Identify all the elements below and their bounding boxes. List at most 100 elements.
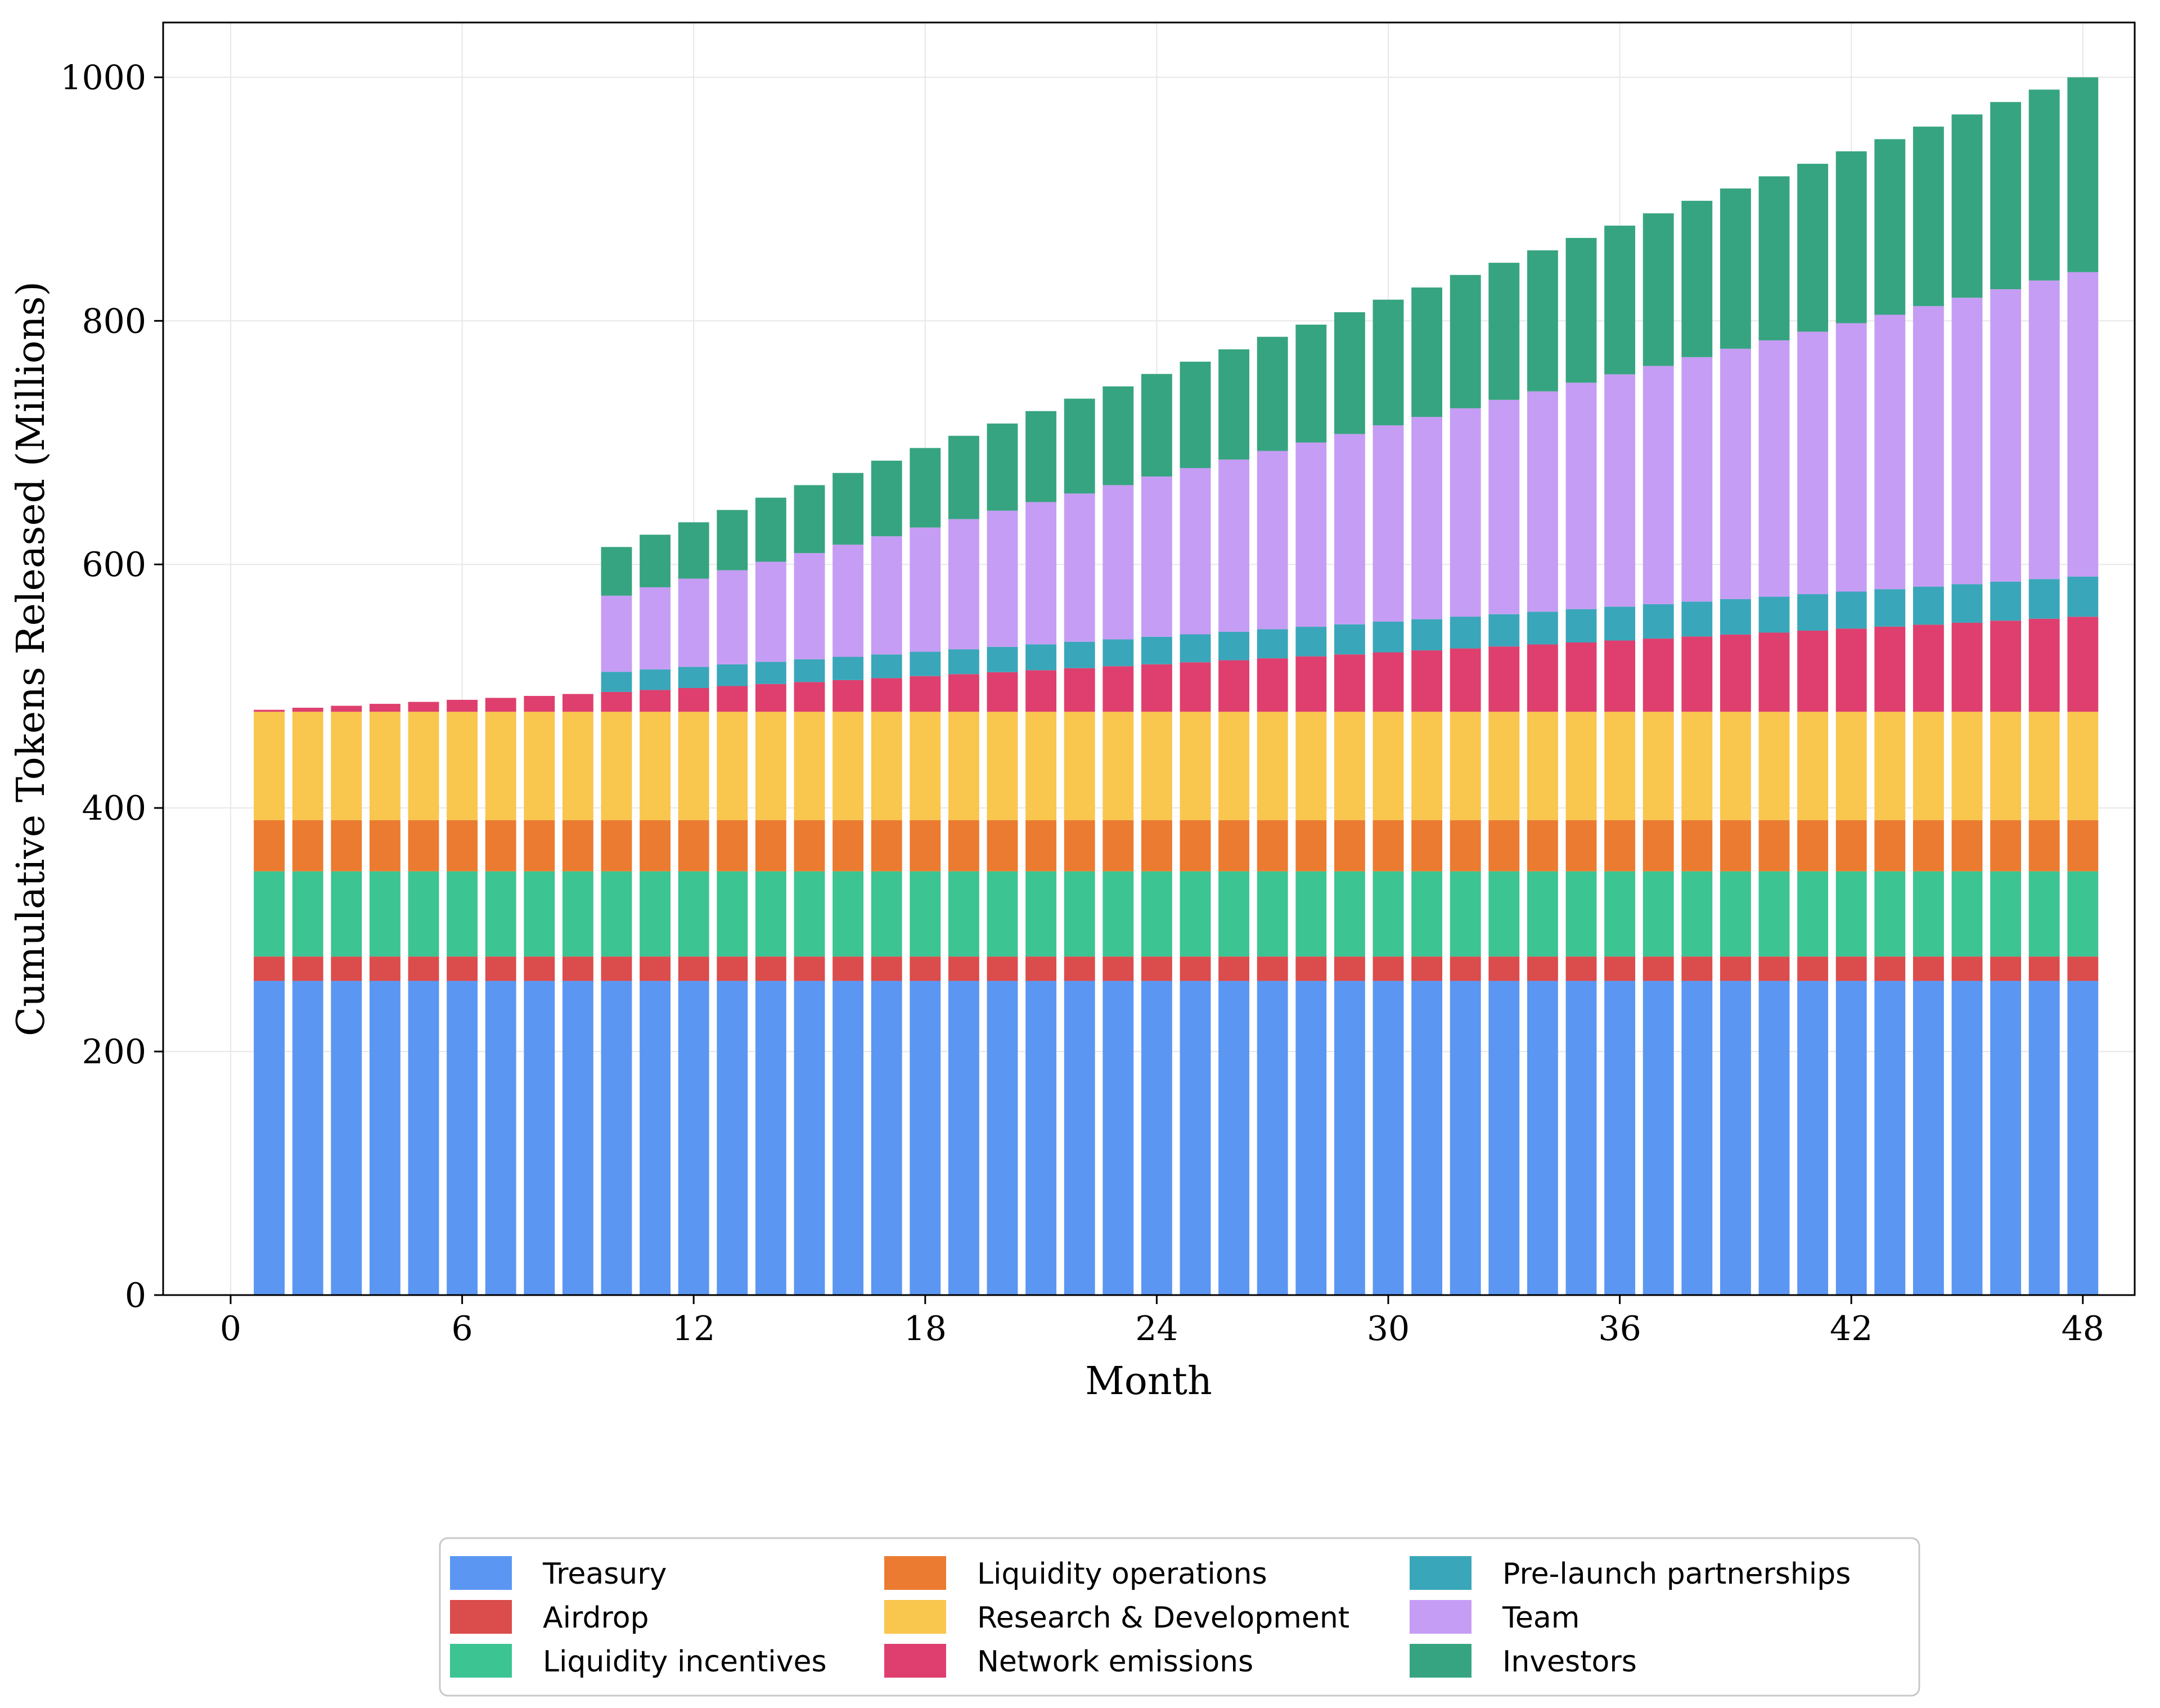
x-axis-label: Month: [1085, 1359, 1212, 1404]
bar-segment-research-development-m8: [524, 712, 555, 820]
bar-segment-treasury-m47: [2028, 981, 2060, 1295]
bar-segment-research-development-m25: [1180, 712, 1211, 820]
bar-segment-airdrop-m18: [910, 956, 941, 981]
bar-segment-research-development-m10: [601, 712, 632, 820]
bar-segment-investors-m46: [1990, 102, 2022, 290]
bar-segment-investors-m21: [1025, 411, 1057, 502]
bar-segment-liquidity-operations-m20: [987, 820, 1018, 871]
bar-segment-pre-launch-partnerships-m41: [1797, 594, 1829, 631]
bar-month-8: [524, 696, 555, 1295]
legend-label-treasury: Treasury: [542, 1557, 667, 1591]
bar-segment-team-m21: [1025, 502, 1057, 645]
bar-segment-liquidity-incentives-m30: [1372, 871, 1404, 957]
bar-segment-liquidity-incentives-m28: [1295, 871, 1327, 957]
bar-segment-network-emissions-m23: [1102, 666, 1134, 712]
bar-segment-liquidity-operations-m46: [1990, 820, 2022, 871]
bar-segment-airdrop-m28: [1295, 956, 1327, 981]
bar-segment-treasury-m32: [1450, 981, 1481, 1295]
bar-segment-investors-m25: [1180, 361, 1211, 469]
bar-segment-liquidity-incentives-m45: [1951, 871, 1983, 957]
bar-segment-liquidity-operations-m39: [1720, 820, 1751, 871]
bar-segment-research-development-m36: [1604, 712, 1636, 820]
bar-segment-network-emissions-m48: [2067, 617, 2099, 712]
bar-segment-treasury-m14: [755, 981, 786, 1295]
bar-segment-research-development-m3: [331, 712, 362, 820]
bar-segment-liquidity-incentives-m34: [1527, 871, 1558, 957]
bar-month-6: [447, 699, 478, 1295]
bar-segment-airdrop-m3: [331, 956, 362, 981]
bar-segment-treasury-m9: [562, 981, 593, 1295]
bar-segment-pre-launch-partnerships-m21: [1025, 644, 1057, 671]
x-tick-label: 0: [220, 1309, 241, 1349]
legend: Treasury Airdrop Liquidity incentives Liqui…: [439, 1537, 1920, 1697]
bar-segment-pre-launch-partnerships-m30: [1372, 621, 1404, 653]
bar-segment-pre-launch-partnerships-m13: [717, 664, 748, 686]
bar-segment-network-emissions-m27: [1257, 658, 1288, 712]
bar-segment-network-emissions-m39: [1720, 634, 1751, 712]
bar-segment-airdrop-m27: [1257, 956, 1288, 981]
bar-segment-airdrop-m17: [871, 956, 902, 981]
bar-segment-liquidity-operations-m47: [2028, 820, 2060, 871]
bar-segment-airdrop-m5: [408, 956, 439, 981]
bar-segment-team-m37: [1642, 366, 1674, 605]
bar-segment-liquidity-operations-m7: [485, 820, 516, 871]
bar-segment-liquidity-incentives-m39: [1720, 871, 1751, 957]
bar-month-46: [1990, 102, 2022, 1295]
bar-segment-pre-launch-partnerships-m14: [755, 662, 786, 684]
bar-month-29: [1334, 312, 1365, 1295]
stacked-bars: [254, 77, 2099, 1295]
bar-segment-liquidity-operations-m18: [910, 820, 941, 871]
bar-segment-pre-launch-partnerships-m45: [1951, 584, 1983, 623]
bar-month-19: [948, 435, 979, 1295]
bar-segment-liquidity-operations-m29: [1334, 820, 1365, 871]
bar-month-39: [1720, 188, 1751, 1295]
bar-segment-liquidity-operations-m31: [1411, 820, 1443, 871]
bar-segment-treasury-m43: [1874, 981, 1906, 1295]
bar-segment-network-emissions-m30: [1372, 652, 1404, 712]
bar-segment-pre-launch-partnerships-m31: [1411, 619, 1443, 651]
y-tick-label: 200: [82, 1032, 146, 1072]
bar-segment-liquidity-operations-m12: [678, 820, 709, 871]
bar-segment-airdrop-m1: [254, 956, 285, 981]
bar-segment-investors-m19: [948, 435, 979, 519]
bar-segment-pre-launch-partnerships-m40: [1758, 596, 1790, 633]
bar-segment-airdrop-m26: [1218, 956, 1250, 981]
bar-segment-investors-m10: [601, 547, 632, 596]
bar-segment-liquidity-operations-m16: [832, 820, 864, 871]
bar-segment-liquidity-operations-m34: [1527, 820, 1558, 871]
bar-segment-airdrop-m21: [1025, 956, 1057, 981]
bar-segment-treasury-m48: [2067, 981, 2099, 1295]
bar-segment-network-emissions-m24: [1141, 664, 1172, 712]
bar-segment-treasury-m33: [1488, 981, 1520, 1295]
legend-label-pre-launch-partnerships: Pre-launch partnerships: [1502, 1557, 1851, 1591]
bar-segment-treasury-m13: [717, 981, 748, 1295]
bar-segment-investors-m37: [1642, 213, 1674, 366]
bar-segment-liquidity-incentives-m26: [1218, 871, 1250, 957]
bar-segment-treasury-m41: [1797, 981, 1829, 1295]
bar-segment-research-development-m5: [408, 712, 439, 820]
bar-segment-team-m41: [1797, 331, 1829, 595]
bar-segment-liquidity-incentives-m7: [485, 871, 516, 957]
bar-segment-investors-m15: [794, 485, 825, 554]
bar-segment-liquidity-operations-m33: [1488, 820, 1520, 871]
bar-segment-team-m11: [640, 587, 671, 669]
bar-month-12: [678, 522, 709, 1295]
bar-month-14: [755, 497, 786, 1295]
bar-segment-team-m18: [910, 527, 941, 652]
bar-segment-research-development-m33: [1488, 712, 1520, 820]
bar-month-36: [1604, 226, 1636, 1295]
bar-segment-liquidity-incentives-m40: [1758, 871, 1790, 957]
bar-segment-network-emissions-m41: [1797, 630, 1829, 712]
bar-segment-treasury-m6: [447, 981, 478, 1295]
legend-swatch-team: [1410, 1600, 1472, 1634]
bar-segment-airdrop-m32: [1450, 956, 1481, 981]
x-tick-label: 36: [1598, 1309, 1641, 1349]
bar-segment-investors-m12: [678, 522, 709, 579]
bar-segment-research-development-m14: [755, 712, 786, 820]
bar-segment-team-m19: [948, 519, 979, 650]
legend-swatch-treasury: [450, 1556, 512, 1590]
bar-segment-network-emissions-m42: [1835, 628, 1867, 712]
bar-segment-airdrop-m38: [1681, 956, 1713, 981]
bar-month-4: [369, 704, 400, 1295]
bar-segment-research-development-m11: [640, 712, 671, 820]
